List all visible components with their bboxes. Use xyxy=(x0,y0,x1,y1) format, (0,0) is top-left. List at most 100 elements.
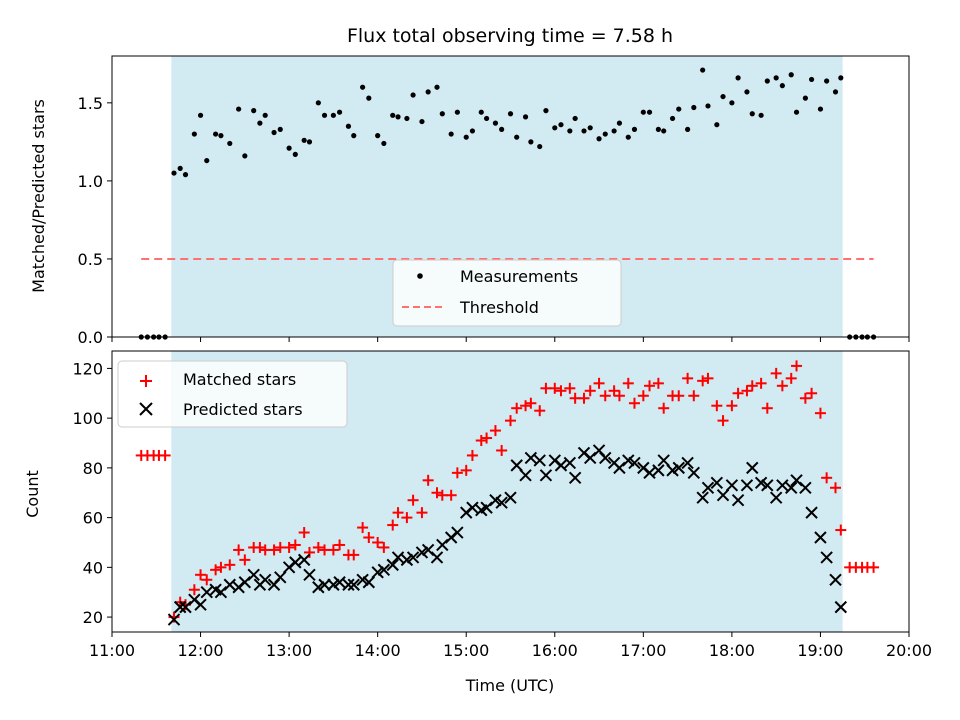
bot-ytick-label-1: 40 xyxy=(83,558,103,577)
legend-matched-label: Matched stars xyxy=(183,370,296,389)
bot-point-1-90 xyxy=(829,573,842,586)
bot-point-1-84 xyxy=(785,481,798,494)
bot-point-0-54 xyxy=(525,397,537,409)
bot-point-1-65 xyxy=(643,466,656,480)
bot-point-0-21 xyxy=(283,541,295,553)
bot-point-1-79 xyxy=(746,461,759,475)
top-point-0-27 xyxy=(330,112,336,118)
bot-point-0-65 xyxy=(608,385,620,397)
top-point-0-12 xyxy=(218,133,224,139)
top-point-0-45 xyxy=(463,134,469,140)
bot-point-0-53 xyxy=(520,400,532,412)
top-legend: Measurements Threshold xyxy=(392,259,622,327)
top-point-0-96 xyxy=(838,75,844,81)
bot-point-0-24 xyxy=(303,546,315,558)
top-point-0-82 xyxy=(735,75,741,81)
bot-point-1-5 xyxy=(200,586,213,599)
bot-point-0-92 xyxy=(806,387,818,399)
top-point-0-78 xyxy=(705,103,711,109)
bot-xtick-label-1: 12:00 xyxy=(178,641,224,660)
top-point-0-41 xyxy=(434,84,440,90)
top-point-0-14 xyxy=(236,106,242,112)
bot-point-0-9 xyxy=(195,569,207,581)
bot-point-1-69 xyxy=(672,461,685,475)
bot-point-0-36 xyxy=(392,507,404,519)
top-point-0-75 xyxy=(685,126,691,132)
bot-point-1-18 xyxy=(297,553,311,567)
bot-point-1-89 xyxy=(820,551,833,564)
bot-ytick-label-0: 20 xyxy=(83,608,103,627)
top-point-0-72 xyxy=(661,128,667,134)
bot-point-1-53 xyxy=(554,459,568,472)
bot-point-1-81 xyxy=(761,479,774,492)
top-point-0-58 xyxy=(558,122,564,128)
bottom-plot-frame xyxy=(111,350,910,633)
bot-point-1-76 xyxy=(725,479,739,492)
bot-point-0-61 xyxy=(578,392,590,404)
bot-xtick-label-4: 15:00 xyxy=(443,641,489,660)
bot-point-0-51 xyxy=(505,415,516,427)
top-point-0-86 xyxy=(764,78,770,84)
bot-point-0-31 xyxy=(357,522,369,534)
top-point-0-28 xyxy=(336,109,343,115)
bot-point-1-30 xyxy=(386,558,399,572)
top-point-0-32 xyxy=(366,95,372,101)
top-plot-frame xyxy=(111,55,910,338)
bot-ytick-label-4: 100 xyxy=(72,409,103,428)
bot-point-1-11 xyxy=(247,568,260,582)
top-point-0-42 xyxy=(439,111,445,117)
bot-ytick-label-5: 120 xyxy=(72,359,103,378)
top-point-0-35 xyxy=(390,112,396,118)
bot-point-1-36 xyxy=(430,551,444,564)
top-point-0-18 xyxy=(262,112,268,118)
bottom-axis-ticks: 20 40 60 80 100 120 11:00 12:00 13:00 14:00 15:00 1… xyxy=(72,359,932,660)
top-point-0-50 xyxy=(499,126,505,132)
bot-point-0-41 xyxy=(431,487,443,499)
bot-point-0-57 xyxy=(549,382,561,394)
top-point-0-49 xyxy=(492,120,499,126)
bottom-y-axis-label: Count xyxy=(23,470,42,518)
bot-point-0-44 xyxy=(451,467,463,479)
bottom-legend-box xyxy=(117,360,348,428)
bot-point-0-96 xyxy=(835,524,847,536)
bot-xtick-label-2: 13:00 xyxy=(266,641,312,660)
bot-point-0-14 xyxy=(233,544,245,556)
top-point-0-44 xyxy=(454,109,460,115)
top-point-0-53 xyxy=(522,114,529,120)
bot-point-0-38 xyxy=(407,494,419,506)
bot-point-1-19 xyxy=(303,568,316,582)
bot-point-0-72 xyxy=(658,402,670,414)
bot-point-0-83 xyxy=(741,385,753,397)
top-point-0-84 xyxy=(749,111,755,117)
bot-point-1-72 xyxy=(696,491,709,504)
bot-point-0-4 xyxy=(159,449,171,461)
top-point-0-80 xyxy=(720,93,726,100)
top-ytick-label-2: 1.0 xyxy=(78,172,103,191)
top-point-0-31 xyxy=(360,84,366,90)
bot-point-1-50 xyxy=(533,454,546,467)
top-point-0-21 xyxy=(286,145,292,151)
top-point-0-9 xyxy=(197,112,204,118)
legend-measurements-marker xyxy=(417,273,423,279)
bot-point-0-48 xyxy=(481,432,493,444)
bot-point-1-59 xyxy=(599,451,612,465)
bot-point-1-87 xyxy=(805,506,818,519)
top-point-0-60 xyxy=(572,115,578,122)
bot-point-1-63 xyxy=(628,456,641,470)
bot-point-0-91 xyxy=(799,392,811,404)
top-point-0-77 xyxy=(700,67,706,73)
bot-point-1-86 xyxy=(799,481,812,494)
top-point-0-92 xyxy=(808,76,815,83)
top-point-0-61 xyxy=(581,128,587,134)
bot-point-1-55 xyxy=(568,471,582,485)
legend-measurements-label: Measurements xyxy=(460,267,578,286)
bot-point-0-67 xyxy=(622,377,634,389)
top-point-0-47 xyxy=(478,109,484,115)
bottom-data-layer xyxy=(135,360,880,626)
bot-point-1-71 xyxy=(687,466,701,480)
top-point-0-39 xyxy=(419,118,425,125)
bot-point-0-80 xyxy=(717,415,729,427)
bot-point-0-95 xyxy=(829,482,841,494)
top-point-0-73 xyxy=(669,115,676,122)
top-point-0-33 xyxy=(375,133,381,139)
